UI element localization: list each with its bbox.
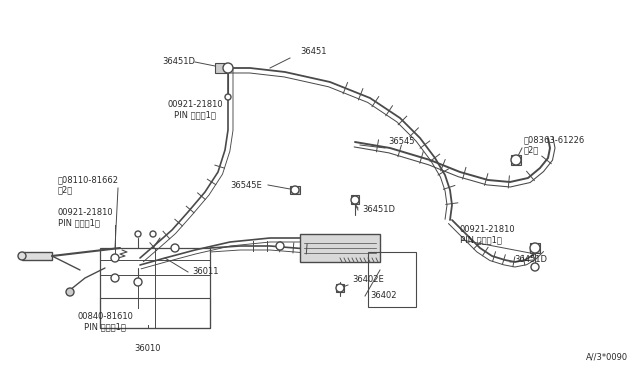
Text: 36010: 36010 <box>135 344 161 353</box>
Text: 36545E: 36545E <box>230 180 262 189</box>
Circle shape <box>511 155 521 165</box>
Text: Ⓑ08110-81662
〈2〉: Ⓑ08110-81662 〈2〉 <box>58 175 119 195</box>
Bar <box>290 186 300 194</box>
Bar <box>100 248 210 328</box>
Circle shape <box>223 63 233 73</box>
Bar <box>368 252 416 307</box>
Text: 36451D: 36451D <box>514 256 547 264</box>
Circle shape <box>276 242 284 250</box>
Bar <box>100 298 210 328</box>
Bar <box>511 155 521 165</box>
Text: 00921-21810
PIN ピン〈1〉: 00921-21810 PIN ピン〈1〉 <box>167 100 223 119</box>
Bar <box>300 234 380 262</box>
Circle shape <box>18 252 26 260</box>
Circle shape <box>351 196 359 204</box>
Text: Ⓢ08363-61226
〈2〉: Ⓢ08363-61226 〈2〉 <box>524 135 585 155</box>
Circle shape <box>291 186 299 194</box>
Circle shape <box>336 284 344 292</box>
Circle shape <box>135 231 141 237</box>
Text: 36451D: 36451D <box>162 58 195 67</box>
Text: 36402E: 36402E <box>352 276 384 285</box>
Text: 36451: 36451 <box>300 48 326 57</box>
Circle shape <box>134 278 142 286</box>
Text: 36011: 36011 <box>192 267 218 276</box>
Circle shape <box>111 274 119 282</box>
Bar <box>336 284 344 292</box>
Text: 36451D: 36451D <box>362 205 395 215</box>
Bar <box>530 243 540 253</box>
Circle shape <box>111 254 119 262</box>
Text: A//3*0090: A//3*0090 <box>586 353 628 362</box>
Bar <box>215 63 227 73</box>
Circle shape <box>150 231 156 237</box>
Circle shape <box>225 94 231 100</box>
Bar <box>22 252 52 260</box>
Text: 00921-21810
PIN ピン〈1〉: 00921-21810 PIN ピン〈1〉 <box>58 208 114 228</box>
Circle shape <box>531 263 539 271</box>
Text: 36402: 36402 <box>370 291 397 299</box>
Circle shape <box>530 243 540 253</box>
Text: 36545: 36545 <box>388 138 415 147</box>
Circle shape <box>171 244 179 252</box>
Text: 00921-21810
PIN ピン〈1〉: 00921-21810 PIN ピン〈1〉 <box>460 225 516 245</box>
Bar <box>351 195 359 204</box>
Circle shape <box>66 288 74 296</box>
Text: 00840-81610
PIN ピン〈1〉: 00840-81610 PIN ピン〈1〉 <box>77 312 133 331</box>
